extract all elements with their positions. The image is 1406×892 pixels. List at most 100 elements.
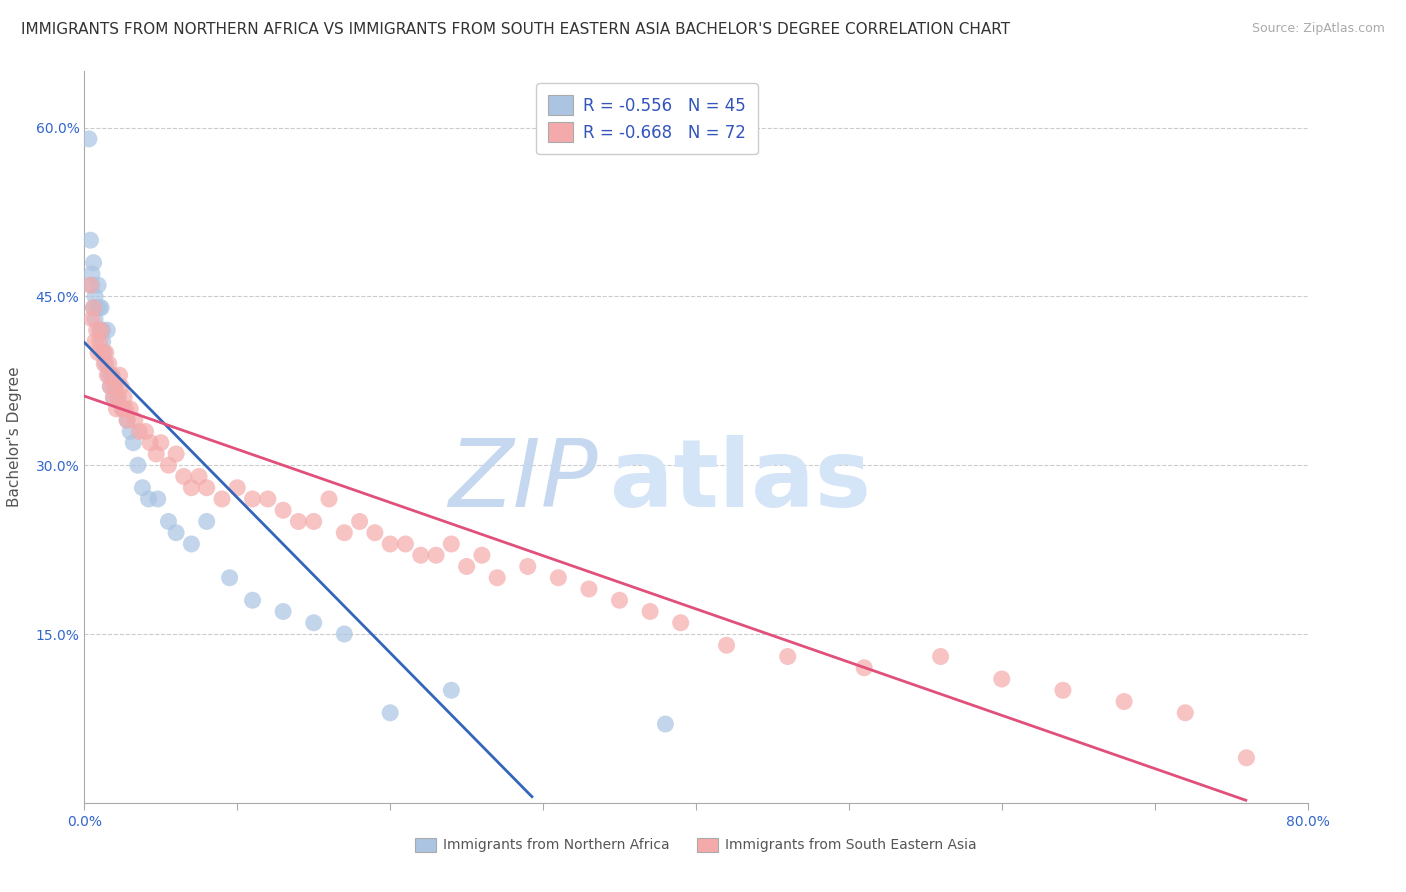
Point xyxy=(257,491,280,506)
Point xyxy=(103,391,125,405)
Point xyxy=(80,267,103,281)
Point xyxy=(105,401,128,416)
Point xyxy=(380,537,402,551)
Point xyxy=(380,706,402,720)
Point xyxy=(716,638,738,652)
Point xyxy=(104,379,127,393)
Point xyxy=(90,301,112,315)
Point xyxy=(90,323,112,337)
Point xyxy=(83,255,105,269)
Point xyxy=(91,323,114,337)
Point xyxy=(242,593,264,607)
Point xyxy=(96,323,118,337)
Point xyxy=(471,548,494,562)
Point xyxy=(108,368,131,383)
Point xyxy=(79,233,101,247)
Point xyxy=(98,379,121,393)
Point xyxy=(1114,694,1136,708)
Point xyxy=(93,345,115,359)
Point xyxy=(195,515,218,529)
Point xyxy=(111,401,134,416)
Point xyxy=(333,627,356,641)
Point xyxy=(853,661,876,675)
Point xyxy=(516,559,538,574)
Point xyxy=(111,401,134,416)
Point xyxy=(97,357,120,371)
Point xyxy=(139,435,162,450)
Point xyxy=(157,515,180,529)
Legend: Immigrants from Northern Africa, Immigrants from South Eastern Asia: Immigrants from Northern Africa, Immigra… xyxy=(409,832,983,858)
Point xyxy=(77,132,100,146)
Point xyxy=(425,548,447,562)
Point xyxy=(318,491,340,506)
Point xyxy=(107,391,129,405)
Point xyxy=(124,413,146,427)
Point xyxy=(87,345,110,359)
Point xyxy=(609,593,631,607)
Point xyxy=(195,481,218,495)
Point xyxy=(83,301,105,315)
Text: Source: ZipAtlas.com: Source: ZipAtlas.com xyxy=(1251,22,1385,36)
Point xyxy=(364,525,387,540)
Point xyxy=(97,368,120,383)
Point xyxy=(110,379,132,393)
Point xyxy=(122,435,145,450)
Point xyxy=(107,391,129,405)
Point xyxy=(112,391,135,405)
Point xyxy=(991,672,1014,686)
Point xyxy=(84,334,107,349)
Point xyxy=(1052,683,1074,698)
Point xyxy=(89,323,111,337)
Point xyxy=(440,537,463,551)
Point xyxy=(120,401,142,416)
Point xyxy=(157,458,180,473)
Point xyxy=(128,425,150,439)
Point xyxy=(98,379,121,393)
Point xyxy=(114,401,136,416)
Point xyxy=(84,289,107,303)
Point xyxy=(101,368,124,383)
Point xyxy=(89,334,111,349)
Point xyxy=(776,649,799,664)
Point xyxy=(394,537,416,551)
Point xyxy=(145,447,167,461)
Point xyxy=(180,537,202,551)
Point xyxy=(188,469,211,483)
Point xyxy=(409,548,432,562)
Point xyxy=(578,582,600,596)
Point xyxy=(456,559,478,574)
Point xyxy=(138,491,160,506)
Point xyxy=(96,368,118,383)
Point xyxy=(131,481,153,495)
Text: atlas: atlas xyxy=(610,435,872,527)
Point xyxy=(94,345,117,359)
Point xyxy=(547,571,569,585)
Point xyxy=(87,278,110,293)
Point xyxy=(654,717,676,731)
Point xyxy=(94,357,117,371)
Point xyxy=(103,391,125,405)
Point xyxy=(440,683,463,698)
Point xyxy=(669,615,692,630)
Point xyxy=(218,571,240,585)
Point xyxy=(271,605,294,619)
Text: ZIP: ZIP xyxy=(449,435,598,526)
Point xyxy=(91,334,114,349)
Point xyxy=(83,301,105,315)
Point xyxy=(79,278,101,293)
Point xyxy=(1236,751,1258,765)
Point xyxy=(104,379,127,393)
Point xyxy=(127,458,149,473)
Y-axis label: Bachelor's Degree: Bachelor's Degree xyxy=(7,367,21,508)
Point xyxy=(211,491,233,506)
Point xyxy=(1174,706,1197,720)
Point xyxy=(271,503,294,517)
Text: IMMIGRANTS FROM NORTHERN AFRICA VS IMMIGRANTS FROM SOUTH EASTERN ASIA BACHELOR'S: IMMIGRANTS FROM NORTHERN AFRICA VS IMMIG… xyxy=(21,22,1011,37)
Point xyxy=(302,515,325,529)
Point xyxy=(165,525,187,540)
Point xyxy=(135,425,157,439)
Point xyxy=(84,312,107,326)
Point xyxy=(86,323,108,337)
Point xyxy=(242,491,264,506)
Point xyxy=(80,278,103,293)
